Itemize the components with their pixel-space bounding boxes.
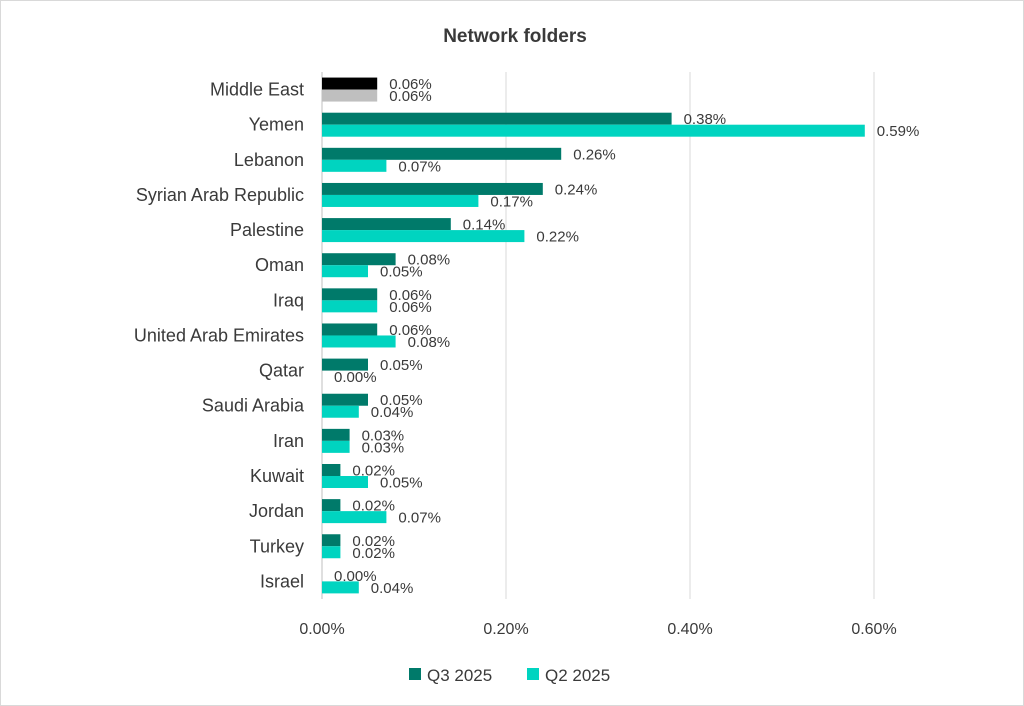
category-label: United Arab Emirates: [134, 325, 304, 345]
legend-swatch-q2: [527, 668, 539, 680]
category-label: Middle East: [210, 80, 304, 100]
legend-label-q2: Q2 2025: [545, 666, 610, 685]
category-label: Jordan: [249, 501, 304, 521]
category-label: Yemen: [249, 115, 304, 135]
data-label: 0.24%: [555, 181, 598, 198]
data-label: 0.02%: [352, 545, 395, 562]
bar-q3: [322, 112, 672, 125]
x-tick-label: 0.60%: [851, 621, 896, 638]
bar-q3: [322, 393, 368, 406]
legend: Q3 2025 Q2 2025: [409, 666, 610, 685]
data-label: 0.08%: [408, 334, 451, 351]
data-label: 0.03%: [362, 439, 405, 456]
bar-q3: [322, 499, 341, 512]
bar-q3: [322, 253, 396, 266]
category-label: Turkey: [250, 536, 304, 556]
bar-q3: [322, 77, 378, 90]
data-label: 0.05%: [380, 357, 423, 374]
data-label: 0.02%: [352, 498, 395, 515]
bars: 0.06%0.06%0.38%0.59%0.26%0.07%0.24%0.17%…: [322, 76, 919, 597]
data-label: 0.06%: [389, 88, 432, 105]
bar-q2: [322, 265, 368, 278]
data-label: 0.05%: [380, 474, 423, 491]
bar-q3: [322, 218, 451, 231]
data-label: 0.08%: [408, 252, 451, 269]
bar-q2: [322, 230, 525, 243]
bar-q3: [322, 323, 378, 336]
data-label: 0.06%: [389, 322, 432, 339]
bar-q2: [322, 335, 396, 348]
data-label: 0.59%: [877, 123, 920, 140]
bar-q3: [322, 463, 341, 476]
bar-q2: [322, 440, 350, 453]
bar-q2: [322, 581, 359, 594]
bar-q2: [322, 511, 387, 524]
bar-q3: [322, 428, 350, 441]
data-label: 0.14%: [463, 217, 506, 234]
data-label: 0.00%: [334, 568, 377, 585]
data-label: 0.03%: [362, 427, 405, 444]
data-label: 0.04%: [371, 580, 414, 597]
bar-q2: [322, 300, 378, 313]
bar-q3: [322, 288, 378, 301]
bar-q3: [322, 358, 368, 371]
category-label: Syrian Arab Republic: [136, 185, 304, 205]
legend-swatch-q3: [409, 668, 421, 680]
category-label: Saudi Arabia: [202, 396, 305, 416]
category-label: Israel: [260, 571, 304, 591]
data-label: 0.07%: [398, 158, 441, 175]
chart-title: Network folders: [443, 26, 587, 47]
x-tick-label: 0.40%: [667, 621, 712, 638]
bar-q3: [322, 534, 341, 547]
data-label: 0.04%: [371, 404, 414, 421]
x-tick-label: 0.20%: [483, 621, 528, 638]
data-label: 0.05%: [380, 392, 423, 409]
category-label: Palestine: [230, 220, 304, 240]
data-label: 0.05%: [380, 264, 423, 281]
data-label: 0.26%: [573, 146, 616, 163]
data-label: 0.00%: [334, 369, 377, 386]
bar-q3: [322, 147, 562, 160]
x-tick-labels: 0.00% 0.20% 0.40% 0.60%: [299, 621, 896, 638]
data-label: 0.38%: [684, 111, 727, 128]
bar-q3: [322, 182, 543, 195]
legend-label-q3: Q3 2025: [427, 666, 492, 685]
data-label: 0.22%: [536, 229, 579, 246]
bar-q2: [322, 405, 359, 418]
category-label: Qatar: [259, 361, 304, 381]
category-label: Lebanon: [234, 150, 304, 170]
bar-q2: [322, 546, 341, 559]
bar-q2: [322, 475, 368, 488]
category-labels: Middle East Yemen Lebanon Syrian Arab Repub…: [134, 80, 305, 592]
bar-q2: [322, 89, 378, 102]
category-label: Iraq: [273, 290, 304, 310]
category-label: Kuwait: [250, 466, 304, 486]
category-label: Oman: [255, 255, 304, 275]
data-label: 0.02%: [352, 462, 395, 479]
bar-q2: [322, 124, 865, 137]
data-label: 0.06%: [389, 76, 432, 93]
x-tick-label: 0.00%: [299, 621, 344, 638]
data-label: 0.07%: [398, 510, 441, 527]
data-label: 0.17%: [490, 193, 533, 210]
category-label: Iran: [273, 431, 304, 451]
data-label: 0.02%: [352, 533, 395, 550]
data-label: 0.06%: [389, 299, 432, 316]
bar-q2: [322, 159, 387, 172]
data-label: 0.06%: [389, 287, 432, 304]
bar-q2: [322, 194, 479, 207]
